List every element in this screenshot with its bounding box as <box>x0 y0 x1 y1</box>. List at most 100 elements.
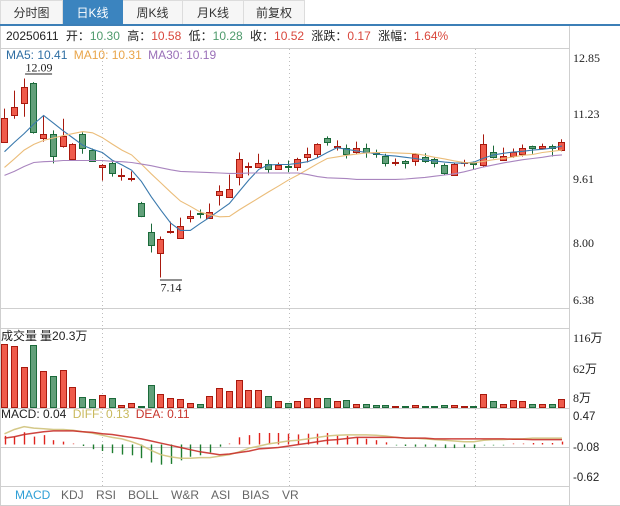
candle-body <box>60 136 67 147</box>
volume-bar-up <box>412 405 419 408</box>
tab-weekly-kline[interactable]: 周K线 <box>123 0 183 24</box>
candle-up <box>236 152 243 186</box>
volume-bar-up <box>334 401 341 408</box>
candle-body <box>69 144 76 160</box>
candle-body <box>128 178 135 180</box>
candle-body <box>11 107 18 116</box>
volume-bar-up <box>500 404 507 408</box>
volume-bar-down <box>89 399 96 408</box>
volume-bar-down <box>382 405 389 408</box>
candle-body <box>470 163 477 165</box>
dea-line <box>4 430 562 456</box>
candle-body <box>343 148 350 155</box>
candle-body <box>157 239 164 254</box>
volume-tick: 8万 <box>573 391 592 405</box>
candle-up <box>157 236 164 278</box>
candle-down <box>324 136 331 146</box>
candle-body <box>79 134 86 149</box>
volume-title: 成交量 量20.3万 <box>1 328 90 344</box>
volume-bar-up <box>226 391 233 408</box>
candle-up <box>353 141 360 154</box>
candle-body <box>118 175 125 177</box>
dea-value: DEA: 0.11 <box>135 407 190 421</box>
candle-body <box>138 203 145 217</box>
volume-bar-up <box>510 400 517 408</box>
max-price-label: 12.09 <box>26 61 53 75</box>
price-tick: 8.00 <box>573 236 594 250</box>
tab-monthly-kline[interactable]: 月K线 <box>183 0 244 24</box>
tab-daily-kline[interactable]: 日K线 <box>63 0 123 24</box>
indicator-tab-bias[interactable]: BIAS <box>242 488 270 502</box>
indicator-tab-kdj[interactable]: KDJ <box>61 488 84 502</box>
change-label: 涨跌： <box>311 29 348 43</box>
candle-body <box>99 165 106 168</box>
candle-up <box>21 78 28 117</box>
volume-bar-down <box>373 405 380 408</box>
candle-body <box>245 166 252 168</box>
candle-body <box>285 166 292 168</box>
candle-body <box>480 144 487 166</box>
candle-body <box>510 152 517 157</box>
volume-bar-up <box>275 401 282 408</box>
candle-body <box>236 159 243 178</box>
tab-forward-adjusted[interactable]: 前复权 <box>244 0 305 24</box>
macd-histogram <box>4 432 564 465</box>
volume-bar-up <box>157 394 164 408</box>
volume-bar-up <box>451 405 458 408</box>
candle-up <box>128 171 135 182</box>
change-pct-label: 涨幅： <box>378 29 415 43</box>
candle-body <box>314 144 321 155</box>
indicator-tab-vr[interactable]: VR <box>282 488 299 502</box>
candle-up <box>255 153 262 168</box>
indicator-tab-wr[interactable]: W&R <box>171 488 199 502</box>
volume-bar-up <box>216 388 223 408</box>
volume-bar-down <box>79 397 86 408</box>
candle-body <box>1 118 8 143</box>
volume-bar-up <box>294 401 301 408</box>
diff-line <box>4 425 562 460</box>
candle-up <box>216 185 223 206</box>
volume-bar-up <box>304 398 311 408</box>
volume-bar-up <box>558 399 565 408</box>
ma10-line <box>4 131 563 218</box>
macd-legend: MACD: 0.04 DIFF: 0.13 DEA: 0.11 <box>1 406 193 422</box>
candle-up <box>480 134 487 168</box>
candle-up <box>539 143 546 150</box>
volume-bars <box>1 344 565 408</box>
volume-bar-down <box>343 400 350 408</box>
indicator-tab-macd[interactable]: MACD <box>15 488 51 502</box>
volume-bar-down <box>285 403 292 408</box>
macd-tick: 0.47 <box>573 411 596 423</box>
tab-intraday[interactable]: 分时图 <box>0 0 63 24</box>
candle-down <box>402 160 409 169</box>
ma30-line <box>4 154 563 180</box>
volume-bar-down <box>431 406 438 408</box>
volume-bar-down <box>109 398 116 408</box>
candle-body <box>275 165 282 170</box>
volume-bar-down <box>490 401 497 408</box>
volume-bar-up <box>519 401 526 408</box>
volume-bar-down <box>402 406 409 408</box>
ma-legend: MA5: 10.41 MA10: 10.31 MA30: 10.19 <box>6 47 219 63</box>
quote-info-row: 20250611 开：10.30 高：10.58 低：10.28 收：10.52… <box>6 27 448 45</box>
volume-bar-down <box>197 404 204 408</box>
candle-body <box>539 146 546 149</box>
volume-bar-down <box>50 376 57 408</box>
volume-bar-up <box>167 398 174 408</box>
indicator-tab-asi[interactable]: ASI <box>211 488 231 502</box>
indicator-tab-rsi[interactable]: RSI <box>96 488 117 502</box>
min-price-label: 7.14 <box>160 280 181 294</box>
candle-down <box>79 132 86 154</box>
volume-bar-down <box>324 398 331 408</box>
candle-body <box>382 156 389 164</box>
indicator-tab-boll[interactable]: BOLL <box>128 488 159 502</box>
volume-bar-down <box>265 396 272 408</box>
price-tick: 9.61 <box>573 172 594 186</box>
candle-down <box>138 201 145 218</box>
candle-body <box>197 213 204 215</box>
candle-up <box>558 139 565 152</box>
macd-tick: -0.62 <box>573 472 600 484</box>
candle-down <box>265 159 272 174</box>
